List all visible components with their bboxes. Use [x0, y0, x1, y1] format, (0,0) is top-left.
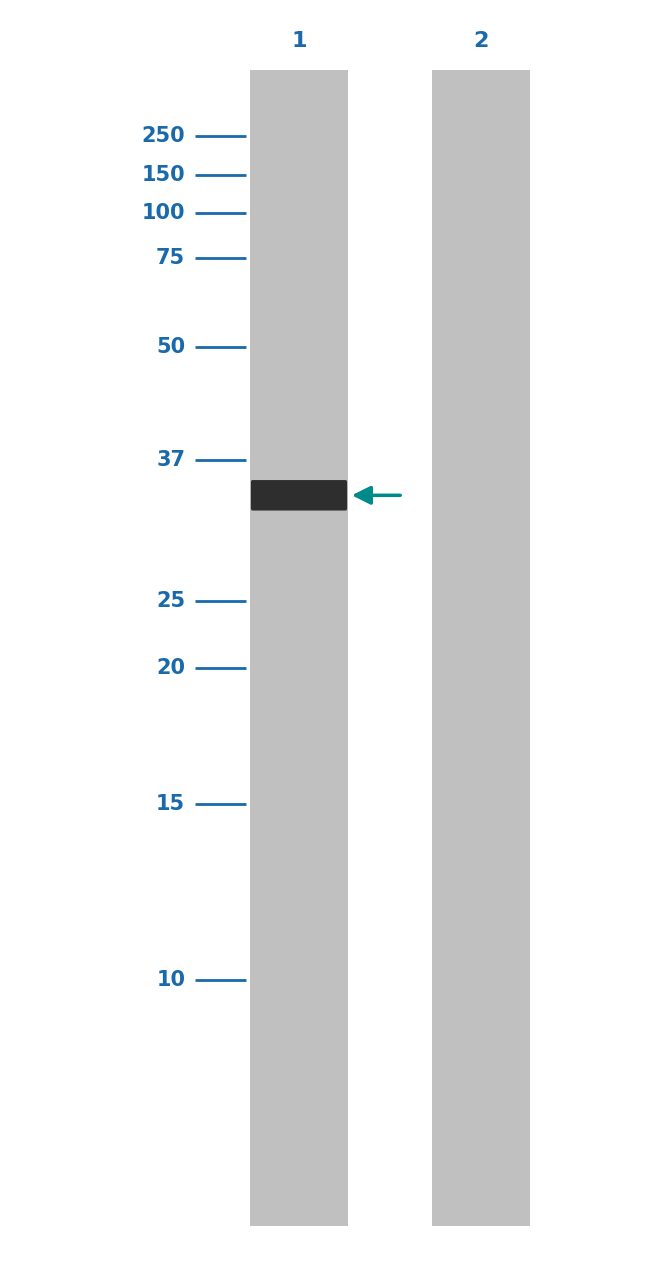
- Text: 15: 15: [156, 794, 185, 814]
- Bar: [432, 70, 530, 1226]
- Text: 250: 250: [142, 126, 185, 146]
- FancyBboxPatch shape: [251, 480, 347, 511]
- Text: 75: 75: [156, 248, 185, 268]
- Text: 150: 150: [142, 165, 185, 185]
- Text: 2: 2: [473, 30, 489, 51]
- Text: 37: 37: [156, 450, 185, 470]
- Text: 20: 20: [156, 658, 185, 678]
- Bar: [250, 70, 348, 1226]
- Text: 25: 25: [156, 591, 185, 611]
- Text: 50: 50: [156, 337, 185, 357]
- Text: 100: 100: [142, 203, 185, 224]
- Text: 10: 10: [156, 970, 185, 991]
- Text: 1: 1: [291, 30, 307, 51]
